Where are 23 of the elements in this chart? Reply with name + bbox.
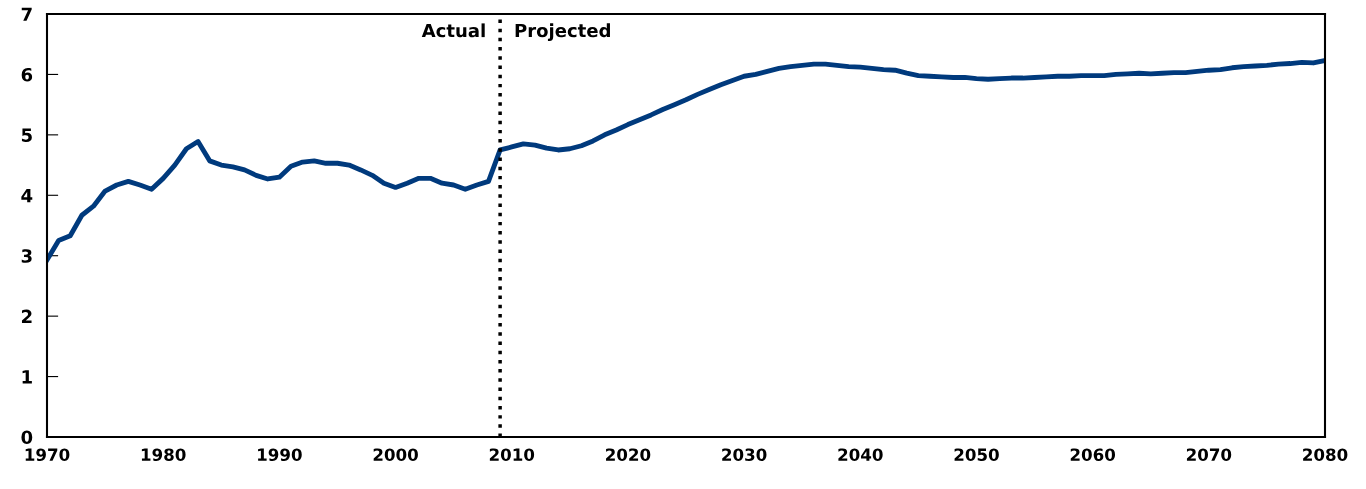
- y-tick-label: 6: [21, 67, 33, 82]
- x-tick-label: 2020: [606, 448, 651, 462]
- y-tick-label: 3: [21, 249, 32, 263]
- y-tick-label: 0: [21, 430, 33, 445]
- x-tick-label: 2030: [722, 448, 767, 462]
- x-tick-label: 2010: [489, 448, 535, 462]
- x-tick-label: 2080: [1303, 448, 1348, 462]
- x-tick-label: 1970: [25, 448, 70, 462]
- y-tick-label: 4: [21, 188, 33, 203]
- y-tick-label: 2: [21, 309, 32, 323]
- y-tick-label: 5: [21, 128, 32, 142]
- x-tick-label: 2040: [838, 448, 883, 462]
- x-tick-label: 1980: [141, 448, 186, 462]
- y-tick-label: 1: [22, 370, 32, 384]
- x-tick-label: 2000: [373, 448, 418, 462]
- annotation: Actual: [421, 23, 485, 38]
- y-tick-label: 7: [21, 7, 32, 21]
- line-series: [47, 58, 1325, 263]
- x-tick-label: 1990: [258, 448, 302, 462]
- annotation: Projected: [515, 23, 610, 41]
- x-tick-label: 2050: [954, 448, 999, 462]
- x-tick-label: 2070: [1186, 448, 1232, 462]
- x-tick-label: 2060: [1070, 448, 1116, 462]
